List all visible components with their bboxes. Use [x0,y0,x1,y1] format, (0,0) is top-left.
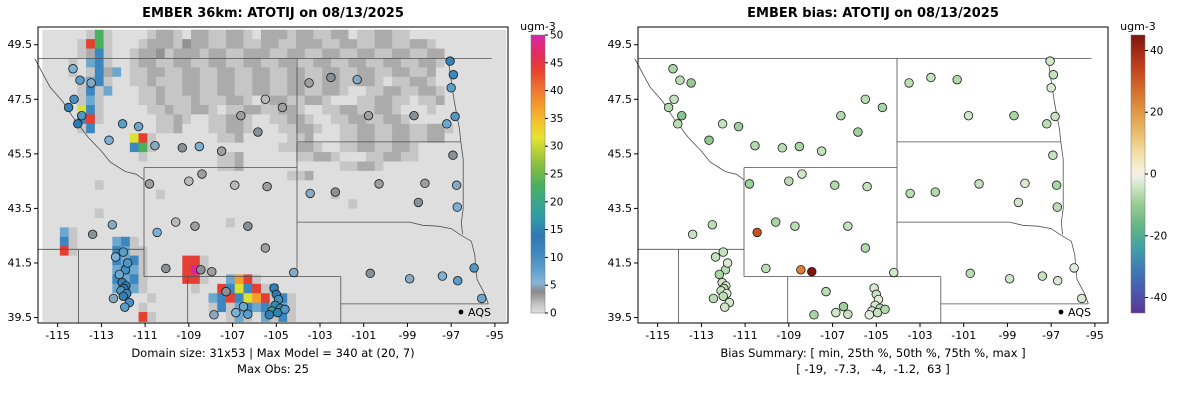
svg-text:-109: -109 [176,329,201,342]
svg-text:20: 20 [1150,107,1163,119]
svg-text:49.5: 49.5 [8,38,33,51]
svg-text:-95: -95 [1086,329,1104,342]
model-caption-2: Max Obs: 25 [237,362,309,376]
svg-text:-107: -107 [220,329,245,342]
svg-text:AQS: AQS [1068,306,1091,319]
svg-text:49.5: 49.5 [608,38,633,51]
svg-text:-97: -97 [1042,329,1060,342]
svg-text:-103: -103 [908,329,933,342]
svg-text:-101: -101 [951,329,976,342]
panel-bias: EMBER bias: ATOTIJ on 08/13/2025 -115 -11… [600,0,1200,409]
svg-text:-113: -113 [689,329,714,342]
bias-title: EMBER bias: ATOTIJ on 08/13/2025 [747,6,999,21]
svg-text:-115: -115 [645,329,670,342]
svg-text:-95: -95 [486,329,504,342]
svg-text:-113: -113 [89,329,114,342]
svg-text:39.5: 39.5 [8,311,33,324]
svg-text:45.5: 45.5 [8,147,33,160]
svg-text:ugm-3: ugm-3 [520,21,556,33]
model-map-plot: -115 -113 -111 -109 -107 -105 -103 -101 -99 -97 -9… [8,21,564,342]
svg-text:25: 25 [550,169,563,181]
svg-text:39.5: 39.5 [608,311,633,324]
svg-text:-103: -103 [308,329,333,342]
svg-text:43.5: 43.5 [8,202,33,215]
svg-text:41.5: 41.5 [608,256,633,269]
svg-text:45.5: 45.5 [608,147,633,160]
panel-model: EMBER 36km: ATOTIJ on 08/13/2025 -115 -11… [8,6,564,376]
model-title: EMBER 36km: ATOTIJ on 08/13/2025 [142,6,404,21]
svg-text:10: 10 [550,252,563,264]
svg-text:-107: -107 [820,329,845,342]
bias-caption-1: Bias Summary: [ min, 25th %, 50th %, 75t… [720,346,1026,360]
svg-text:41.5: 41.5 [8,256,33,269]
svg-text:45: 45 [550,57,563,69]
svg-text:ugm-3: ugm-3 [1120,21,1156,33]
bias-map-plot: -115 -113 -111 -109 -107 -105 -103 -101 -99 -97 -9… [608,21,1168,342]
svg-text:0: 0 [1150,169,1157,181]
svg-text:AQS: AQS [468,306,491,319]
svg-text:-105: -105 [864,329,889,342]
svg-text:-109: -109 [776,329,801,342]
svg-text:-40: -40 [1150,292,1167,304]
svg-text:-101: -101 [351,329,376,342]
model-caption-1: Domain size: 31x53 | Max Model = 340 at … [131,346,415,360]
svg-text:-99: -99 [398,329,416,342]
bias-caption-2: [ -19, -7.3, -4, -1.2, 63 ] [796,362,950,376]
svg-text:-115: -115 [45,329,70,342]
svg-text:40: 40 [1150,45,1163,57]
svg-text:40: 40 [550,85,563,97]
svg-text:15: 15 [550,224,563,236]
svg-text:-97: -97 [442,329,460,342]
svg-text:47.5: 47.5 [8,93,33,106]
svg-text:35: 35 [550,113,563,125]
svg-text:30: 30 [550,141,563,153]
svg-text:-105: -105 [264,329,289,342]
svg-text:-99: -99 [998,329,1016,342]
svg-text:-111: -111 [133,329,158,342]
svg-text:0: 0 [550,308,557,320]
svg-text:5: 5 [550,280,557,292]
svg-text:47.5: 47.5 [608,93,633,106]
svg-text:20: 20 [550,196,563,208]
svg-text:-20: -20 [1150,230,1167,242]
svg-text:43.5: 43.5 [608,202,633,215]
svg-text:50: 50 [550,30,563,42]
svg-text:-111: -111 [733,329,758,342]
